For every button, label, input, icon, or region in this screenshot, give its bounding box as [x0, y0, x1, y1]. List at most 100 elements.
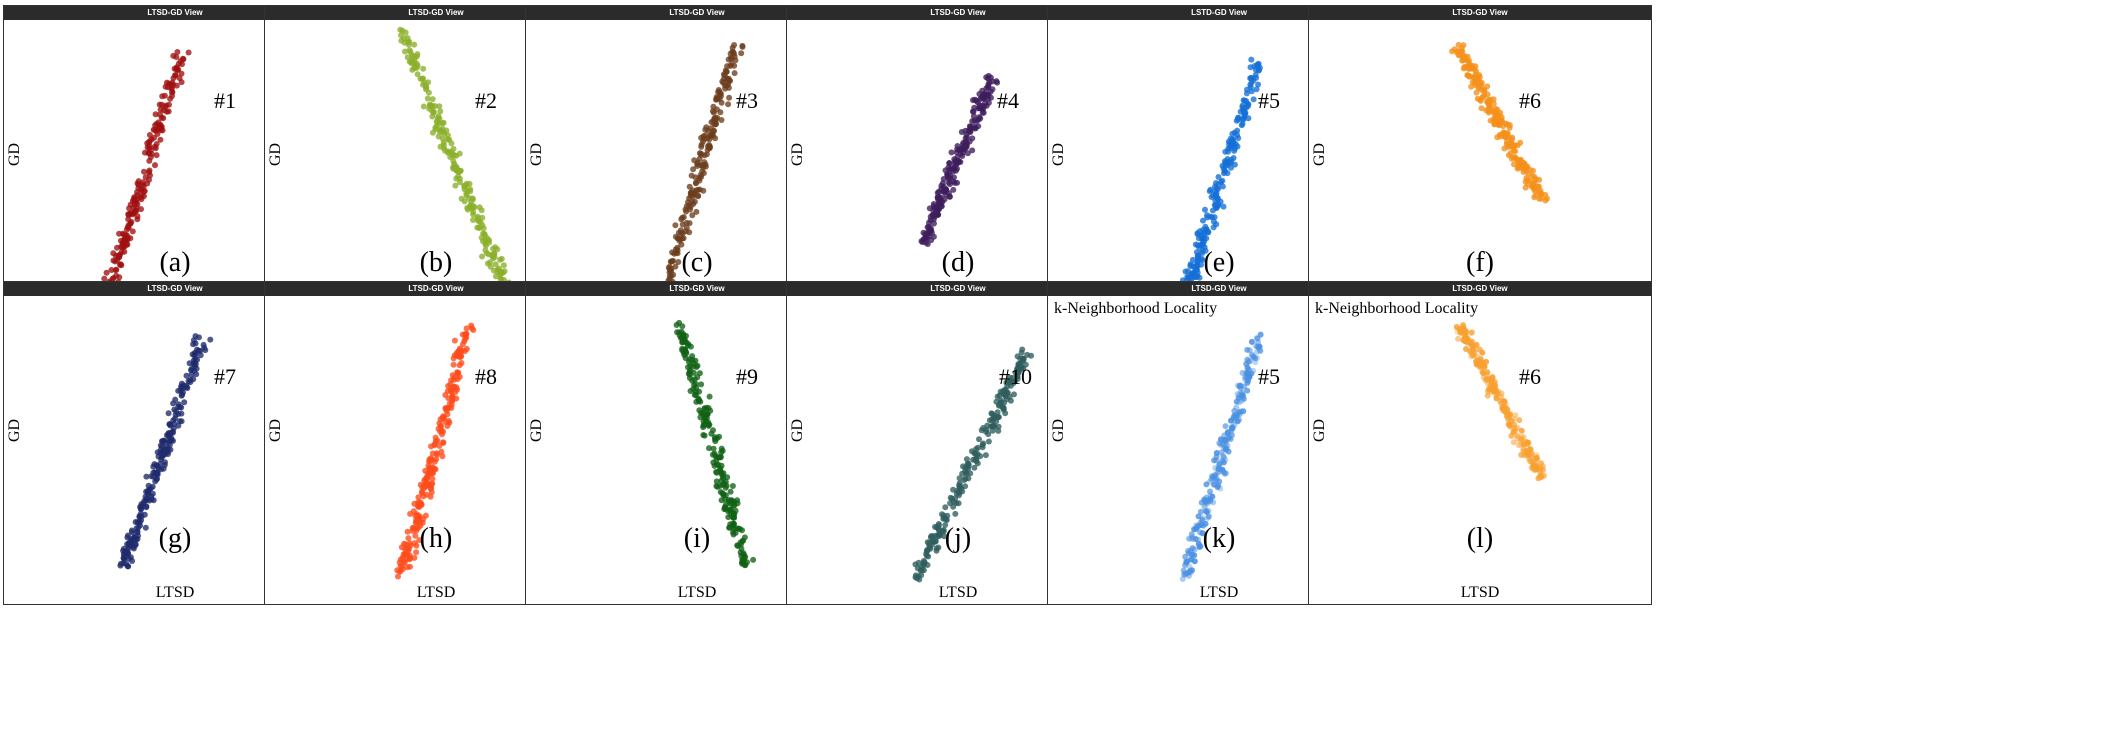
scatter-point: [118, 237, 124, 244]
scatter-point: [456, 347, 463, 354]
cluster-label: #4: [997, 88, 1019, 113]
scatter-point: [141, 498, 148, 504]
scatter-point: [128, 527, 135, 534]
scatter-point: [170, 400, 177, 407]
scatter-point: [983, 74, 990, 81]
scatter-point: [123, 561, 130, 568]
y-axis-label: GD: [1311, 418, 1328, 442]
scatter-point: [1203, 481, 1210, 488]
scatter-point: [125, 211, 132, 218]
scatter-point: [143, 473, 150, 480]
view-title-bar: LTSD-GD View: [526, 282, 868, 296]
scatter-point: [974, 444, 981, 451]
scatter-point: [406, 540, 413, 547]
scatter-point: [687, 192, 694, 199]
scatter-point: [1002, 410, 1009, 417]
scatter-point: [410, 60, 417, 67]
scatter-point: [412, 532, 419, 539]
scatter-point: [411, 500, 418, 507]
scatter-point: [1484, 392, 1491, 399]
scatter-point: [1199, 517, 1206, 523]
scatter-point: [711, 121, 718, 128]
scatter-point: [1467, 62, 1474, 69]
scatter-point: [401, 39, 408, 46]
view-title-bar: LTSD-GD View: [265, 6, 607, 20]
scatter-point: [1229, 130, 1236, 137]
scatter-point: [1181, 570, 1188, 577]
scatter-point: [159, 93, 166, 100]
scatter-point: [1505, 134, 1512, 141]
scatter-point: [413, 517, 419, 523]
cluster-label: #6: [1519, 88, 1541, 113]
scatter-point: [703, 124, 710, 131]
scatter-point: [953, 490, 960, 497]
scatter-point: [912, 561, 919, 568]
scatter-point: [706, 133, 713, 140]
scatter-point: [1532, 192, 1539, 199]
scatter-point: [916, 576, 923, 583]
scatter-point: [1478, 105, 1485, 112]
scatter-point: [1520, 441, 1527, 447]
scatter-point: [1182, 553, 1189, 560]
scatter-point: [731, 62, 738, 69]
panel-caption: (i): [683, 523, 711, 554]
scatter-point: [993, 78, 1000, 85]
scatter-point: [724, 63, 731, 70]
scatter-point: [1250, 367, 1257, 374]
scatter-point: [1468, 83, 1475, 90]
scatter-point: [686, 202, 693, 209]
scatter-point: [946, 160, 953, 167]
scatter-point: [120, 555, 127, 562]
scatter-point: [458, 195, 465, 202]
scatter-point: [1216, 462, 1223, 468]
y-axis-label: GD: [789, 142, 806, 166]
scatter-point: [706, 142, 713, 148]
scatter-point: [1469, 79, 1476, 86]
scatter-plot: [918, 72, 1001, 247]
scatter-point: [445, 148, 452, 155]
scatter-point: [1197, 529, 1204, 536]
scatter-point: [1505, 413, 1512, 420]
scatter-point: [705, 419, 712, 426]
scatter-point: [686, 368, 693, 375]
scatter-point: [706, 393, 713, 400]
scatter-point: [401, 35, 407, 42]
scatter-point: [1483, 358, 1490, 365]
scatter-point: [123, 226, 130, 233]
scatter-point: [427, 458, 434, 465]
scatter-point: [1182, 268, 1189, 275]
scatter-point: [163, 443, 170, 450]
cluster-label: #1: [214, 88, 236, 113]
scatter-point: [463, 325, 470, 332]
scatter-point: [727, 488, 734, 495]
scatter-point: [403, 556, 410, 563]
scatter-point: [936, 202, 943, 209]
scatter-point: [1516, 417, 1523, 424]
scatter-point: [1243, 369, 1250, 376]
scatter-point: [1228, 417, 1234, 424]
scatter-point: [1224, 429, 1231, 436]
scatter-point: [414, 71, 421, 78]
scatter-point: [453, 384, 460, 391]
panel-caption: (c): [681, 247, 713, 278]
scatter-point: [708, 430, 715, 437]
scatter-point: [497, 256, 504, 263]
scatter-point: [750, 556, 757, 563]
scatter-point: [1018, 365, 1025, 372]
scatter-point: [162, 459, 168, 466]
scatter-point: [141, 168, 147, 175]
scatter-point: [1241, 97, 1248, 104]
scatter-point: [942, 504, 949, 511]
scatter-point: [1222, 423, 1229, 430]
scatter-point: [132, 542, 139, 548]
scatter-point: [1203, 508, 1210, 515]
scatter-point: [1202, 206, 1208, 213]
y-axis-label: GD: [1050, 142, 1067, 166]
scatter-point: [959, 153, 966, 159]
scatter-point: [146, 145, 153, 152]
scatter-point: [143, 504, 150, 511]
scatter-point: [146, 167, 153, 174]
scatter-point: [1211, 481, 1218, 488]
scatter-point: [1212, 191, 1219, 198]
scatter-point: [413, 549, 420, 556]
